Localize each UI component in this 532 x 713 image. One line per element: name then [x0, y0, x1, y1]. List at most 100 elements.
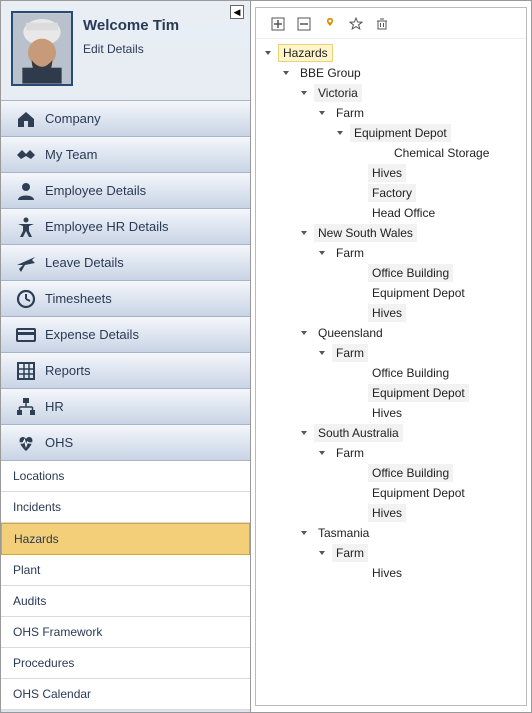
tree-node[interactable]: Victoria — [256, 83, 526, 103]
org-icon — [15, 396, 37, 418]
tree-node[interactable]: Farm — [256, 443, 526, 463]
tree-node[interactable]: Queensland — [256, 323, 526, 343]
tree-node[interactable]: Hives — [256, 163, 526, 183]
tree-node[interactable]: South Australia — [256, 423, 526, 443]
tree-expand-icon[interactable] — [298, 227, 310, 239]
tree-label: Farm — [332, 244, 368, 262]
nav-item-leave[interactable]: Leave Details — [1, 245, 250, 281]
sub-item-locations[interactable]: Locations — [1, 461, 250, 492]
user-icon — [15, 180, 37, 202]
sub-item-framework[interactable]: OHS Framework — [1, 617, 250, 648]
nav-label: Timesheets — [45, 291, 112, 306]
nav-item-empdetails[interactable]: Employee Details — [1, 173, 250, 209]
handshake-icon — [15, 144, 37, 166]
nav-item-ohs[interactable]: OHS — [1, 425, 250, 461]
tree: HazardsBBE GroupVictoriaFarmEquipment De… — [256, 43, 526, 583]
tree-expand-icon[interactable] — [262, 47, 274, 59]
sub-item-plant[interactable]: Plant — [1, 555, 250, 586]
user-block: Welcome Tim Edit Details — [1, 1, 250, 100]
user-avatar — [11, 11, 73, 86]
accessibility-icon — [15, 216, 37, 238]
nav-item-company[interactable]: Company — [1, 101, 250, 137]
ohs-sub-list: LocationsIncidentsHazardsPlantAuditsOHS … — [1, 461, 250, 710]
pin-icon[interactable] — [322, 16, 338, 32]
tree-label: Queensland — [314, 324, 387, 342]
nav-item-timesheets[interactable]: Timesheets — [1, 281, 250, 317]
tree-node[interactable]: New South Wales — [256, 223, 526, 243]
sub-item-procedures[interactable]: Procedures — [1, 648, 250, 679]
tree-label: Head Office — [368, 204, 439, 222]
tree-node[interactable]: Office Building — [256, 363, 526, 383]
tree-expand-icon[interactable] — [316, 247, 328, 259]
tree-node[interactable]: Farm — [256, 343, 526, 363]
collapse-all-button[interactable] — [296, 16, 312, 32]
tree-expand-icon[interactable] — [298, 87, 310, 99]
tree-label: Office Building — [368, 464, 453, 482]
tree-node[interactable]: Hives — [256, 403, 526, 423]
tree-node[interactable]: Equipment Depot — [256, 383, 526, 403]
tree-node[interactable]: Hazards — [256, 43, 526, 63]
nav-item-expense[interactable]: Expense Details — [1, 317, 250, 353]
tree-label: Hives — [368, 304, 406, 322]
tree-expand-icon[interactable] — [316, 347, 328, 359]
tree-expand-icon[interactable] — [316, 447, 328, 459]
tree-node[interactable]: Office Building — [256, 263, 526, 283]
sidebar: ◀ Welcome Tim Edit Details Company My Tea… — [1, 1, 251, 712]
nav-item-myteam[interactable]: My Team — [1, 137, 250, 173]
tree-node[interactable]: Equipment Depot — [256, 283, 526, 303]
tree-expand-icon[interactable] — [298, 327, 310, 339]
tree-expand-icon[interactable] — [280, 67, 292, 79]
tree-node[interactable]: Farm — [256, 543, 526, 563]
edit-details-link[interactable]: Edit Details — [83, 42, 179, 56]
tree-label: Office Building — [368, 364, 453, 382]
tree-node[interactable]: Hives — [256, 563, 526, 583]
star-icon[interactable] — [348, 16, 364, 32]
trash-icon[interactable] — [374, 16, 390, 32]
nav-label: Employee HR Details — [45, 219, 169, 234]
sub-item-hazards[interactable]: Hazards — [1, 523, 250, 555]
tree-expand-icon[interactable] — [298, 427, 310, 439]
nav-item-hr[interactable]: HR — [1, 389, 250, 425]
tree-expand-icon[interactable] — [316, 107, 328, 119]
nav-label: My Team — [45, 147, 98, 162]
clock-icon — [15, 288, 37, 310]
tree-expand-icon[interactable] — [316, 547, 328, 559]
welcome-label: Welcome Tim — [83, 17, 179, 34]
tree-label: Equipment Depot — [368, 284, 469, 302]
tree-expand-icon[interactable] — [298, 527, 310, 539]
tree-label: Chemical Storage — [390, 144, 493, 162]
tree-label: Farm — [332, 544, 368, 562]
tree-node[interactable]: Office Building — [256, 463, 526, 483]
tree-label: Equipment Depot — [350, 124, 451, 142]
tree-node[interactable]: Farm — [256, 103, 526, 123]
tree-label: Hazards — [278, 44, 333, 62]
tree-label: Tasmania — [314, 524, 373, 542]
plane-icon — [15, 252, 37, 274]
tree-node[interactable]: Hives — [256, 303, 526, 323]
nav-label: Leave Details — [45, 255, 124, 270]
sub-item-audits[interactable]: Audits — [1, 586, 250, 617]
tree-node[interactable]: Hives — [256, 503, 526, 523]
nav-item-reports[interactable]: Reports — [1, 353, 250, 389]
nav-label: Company — [45, 111, 101, 126]
tree-node[interactable]: Tasmania — [256, 523, 526, 543]
tree-node[interactable]: Equipment Depot — [256, 483, 526, 503]
expand-all-button[interactable] — [270, 16, 286, 32]
tree-label: Hives — [368, 164, 406, 182]
sub-item-incidents[interactable]: Incidents — [1, 492, 250, 523]
tree-node[interactable]: Factory — [256, 183, 526, 203]
tree-label: Equipment Depot — [368, 384, 469, 402]
tree-node[interactable]: Head Office — [256, 203, 526, 223]
tree-node[interactable]: Farm — [256, 243, 526, 263]
card-icon — [15, 324, 37, 346]
sidebar-collapse-button[interactable]: ◀ — [230, 5, 244, 19]
tree-node[interactable]: Chemical Storage — [256, 143, 526, 163]
tree-label: Office Building — [368, 264, 453, 282]
tree-node[interactable]: BBE Group — [256, 63, 526, 83]
nav-item-emphr[interactable]: Employee HR Details — [1, 209, 250, 245]
tree-node[interactable]: Equipment Depot — [256, 123, 526, 143]
sub-item-calendar[interactable]: OHS Calendar — [1, 679, 250, 710]
tree-expand-icon[interactable] — [334, 127, 346, 139]
tree-label: Victoria — [314, 84, 362, 102]
tree-toolbar — [256, 12, 526, 39]
